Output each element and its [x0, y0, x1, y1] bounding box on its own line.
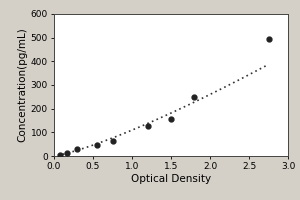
- Y-axis label: Concentration(pg/mL): Concentration(pg/mL): [18, 28, 28, 142]
- X-axis label: Optical Density: Optical Density: [131, 174, 211, 184]
